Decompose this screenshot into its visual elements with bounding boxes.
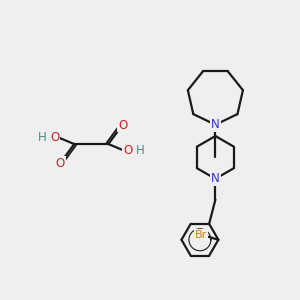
Text: O: O: [50, 131, 59, 144]
Text: N: N: [211, 118, 220, 131]
Text: O: O: [123, 144, 133, 157]
Text: O: O: [55, 157, 64, 169]
Text: Br: Br: [194, 230, 207, 240]
Text: H: H: [38, 131, 46, 144]
Text: N: N: [211, 172, 220, 185]
Text: H: H: [136, 144, 145, 157]
Text: O: O: [118, 118, 127, 131]
